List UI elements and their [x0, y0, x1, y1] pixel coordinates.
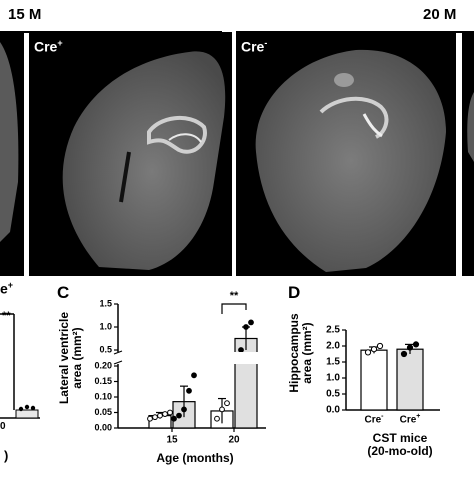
panel-letter-d: D [288, 283, 301, 302]
y-tick-label: 0.10 [94, 391, 112, 401]
chart-d: 0.0 0.5 1.0 1.5 2.0 2.5 Cre- Cre+ [326, 325, 440, 426]
left-cut-bottom: ) [4, 448, 9, 463]
brain-panel-cre-pos-15m: Cre+ [29, 32, 232, 276]
panel-letter-c: C [57, 283, 70, 302]
chart-c-xlabel: Age (months) [156, 451, 234, 465]
data-point [147, 415, 153, 422]
left-cut-sig: ** [2, 310, 11, 322]
x-tick-label: 20 [228, 435, 240, 446]
chart-c: 0.00 0.05 0.10 0.15 0.20 0.5 1.0 1.5 15 20 ** [94, 290, 266, 446]
y-tick-label: 0.20 [94, 360, 112, 370]
data-point [412, 341, 420, 348]
x-tick-label: 15 [166, 435, 178, 446]
axis-break [113, 350, 123, 365]
data-point [406, 344, 414, 351]
data-point [152, 414, 158, 421]
bar [396, 348, 424, 411]
y-tick-label: 2.0 [326, 341, 340, 352]
y-tick-label: 1.0 [326, 373, 340, 384]
bar [360, 349, 388, 411]
header-20m: 20 M [423, 6, 457, 23]
data-point [157, 412, 163, 419]
data-point [224, 400, 230, 407]
data-point [364, 349, 372, 356]
data-point [248, 319, 254, 326]
data-point [176, 412, 182, 419]
data-point [219, 406, 225, 413]
y-tick-label: 0.5 [326, 389, 340, 400]
y-tick-label: 0.15 [94, 376, 112, 386]
brain-section-image [255, 49, 446, 273]
data-point [376, 342, 384, 350]
data-point [214, 415, 220, 422]
data-point [167, 409, 173, 416]
y-tick-label: 1.0 [99, 321, 112, 331]
brain-section-image [467, 92, 474, 162]
data-point [243, 324, 249, 330]
left-cut-legend: e+ [0, 280, 14, 297]
y-tick-label: 0.5 [99, 344, 112, 354]
chart-d-xlabel: CST mice (20-mo-old) [367, 431, 433, 458]
left-cut-tick: 0 [0, 421, 6, 432]
bar [234, 337, 258, 429]
data-point [162, 411, 168, 417]
data-point [186, 387, 192, 394]
y-tick-label: 2.5 [326, 325, 340, 336]
panel-label-cre-neg: Cre- [241, 38, 268, 55]
y-tick-label: 1.5 [99, 298, 112, 308]
data-point [400, 350, 408, 358]
left-cut-chart-svg [0, 313, 40, 419]
brain-section-image [62, 51, 226, 271]
x-tick-label: Cre- [364, 413, 384, 426]
data-point [171, 415, 177, 422]
x-tick-label: Cre+ [400, 413, 421, 426]
brain-panel-right-partial [462, 32, 474, 276]
significance-label: ** [230, 290, 239, 302]
bar-break-gap [234, 352, 258, 364]
y-tick-label: 0.00 [94, 422, 112, 432]
data-point [191, 372, 197, 379]
brain-panel-cre-neg-20m: Cre- [236, 32, 456, 276]
panel-label-cre-pos: Cre+ [34, 38, 63, 55]
y-tick-label: 0.0 [326, 405, 340, 416]
y-tick-label: 0.05 [94, 407, 112, 417]
y-tick-label: 1.5 [326, 357, 340, 368]
header-15m: 15 M [8, 6, 42, 23]
data-point [181, 406, 187, 413]
data-point [370, 346, 378, 353]
left-cut-chart: e+ ** 0 ) [0, 280, 40, 474]
data-point [238, 347, 244, 353]
brain-panel-left-partial [0, 32, 24, 276]
brain-section-image [0, 42, 19, 242]
significance-bracket [221, 303, 247, 314]
